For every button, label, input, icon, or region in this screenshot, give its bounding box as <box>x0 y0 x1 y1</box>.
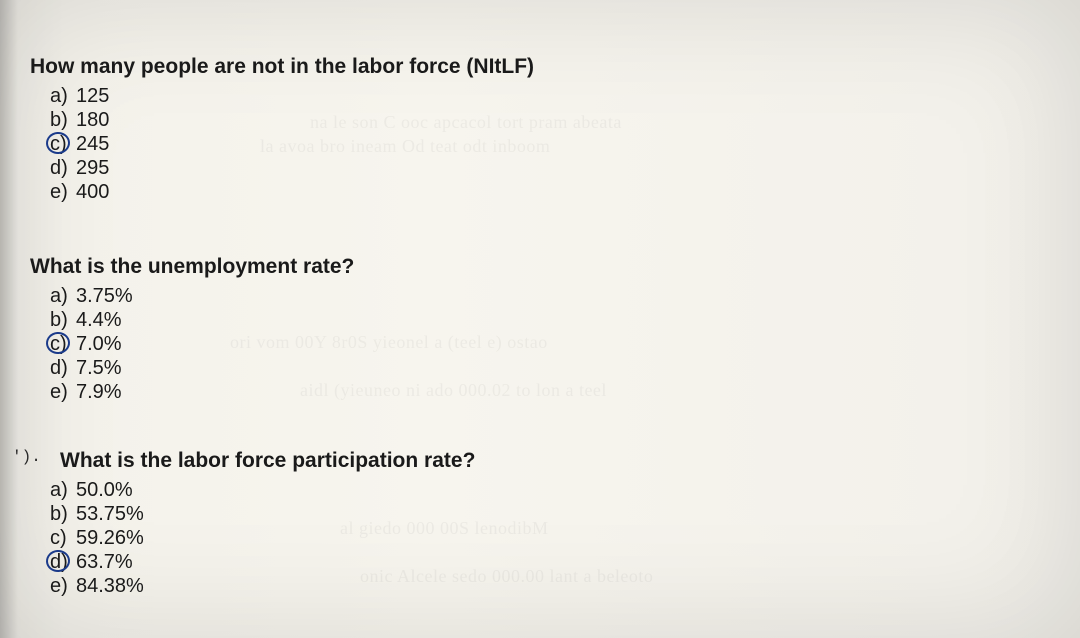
option-row: b) 4.4% <box>50 308 354 332</box>
options-list: a) 125 b) 180 c) 245 d) 295 e) 400 <box>26 84 534 204</box>
option-row: e) 84.38% <box>50 574 475 598</box>
option-value: 84.38% <box>76 574 144 598</box>
question-prompt: What is the labor force participation ra… <box>26 448 475 474</box>
option-row: d) 63.7% <box>50 550 475 574</box>
question-block: How many people are not in the labor for… <box>26 54 534 204</box>
option-value: 59.26% <box>76 526 144 550</box>
option-row: c) 59.26% <box>50 526 475 550</box>
option-letter: c) <box>50 332 76 356</box>
option-value: 295 <box>76 156 109 180</box>
option-row: c) 7.0% <box>50 332 354 356</box>
option-value: 245 <box>76 132 109 156</box>
option-row: c) 245 <box>50 132 534 156</box>
option-row: b) 53.75% <box>50 502 475 526</box>
option-row: a) 3.75% <box>50 284 354 308</box>
option-letter: e) <box>50 574 76 598</box>
question-block: What is the unemployment rate? a) 3.75% … <box>26 254 354 404</box>
option-row: d) 295 <box>50 156 534 180</box>
option-value: 53.75% <box>76 502 144 526</box>
option-letter: a) <box>50 478 76 502</box>
option-row: a) 50.0% <box>50 478 475 502</box>
option-value: 63.7% <box>76 550 133 574</box>
option-row: b) 180 <box>50 108 534 132</box>
option-value: 125 <box>76 84 109 108</box>
option-row: e) 400 <box>50 180 534 204</box>
option-value: 7.0% <box>76 332 122 356</box>
option-value: 400 <box>76 180 109 204</box>
question-prompt: How many people are not in the labor for… <box>26 54 534 80</box>
question-block: What is the labor force participation ra… <box>26 448 475 598</box>
option-letter: b) <box>50 502 76 526</box>
option-row: a) 125 <box>50 84 534 108</box>
option-value: 7.9% <box>76 380 122 404</box>
question-prompt: What is the unemployment rate? <box>26 254 354 280</box>
option-letter: b) <box>50 108 76 132</box>
options-list: a) 50.0% b) 53.75% c) 59.26% d) 63.7% e)… <box>26 478 475 598</box>
option-value: 180 <box>76 108 109 132</box>
left-edge-shadow <box>0 0 18 638</box>
option-letter: a) <box>50 84 76 108</box>
worksheet-page: na le son C ooc apcacol tort pram abeata… <box>0 0 1080 638</box>
option-letter: c) <box>50 132 76 156</box>
option-value: 3.75% <box>76 284 133 308</box>
option-letter: c) <box>50 526 76 550</box>
option-letter: d) <box>50 156 76 180</box>
option-value: 4.4% <box>76 308 122 332</box>
options-list: a) 3.75% b) 4.4% c) 7.0% d) 7.5% e) 7.9% <box>26 284 354 404</box>
option-letter: a) <box>50 284 76 308</box>
option-letter: e) <box>50 180 76 204</box>
option-value: 50.0% <box>76 478 133 502</box>
option-letter: e) <box>50 380 76 404</box>
option-value: 7.5% <box>76 356 122 380</box>
option-letter: d) <box>50 356 76 380</box>
option-row: d) 7.5% <box>50 356 354 380</box>
option-row: e) 7.9% <box>50 380 354 404</box>
option-letter: d) <box>50 550 76 574</box>
option-letter: b) <box>50 308 76 332</box>
